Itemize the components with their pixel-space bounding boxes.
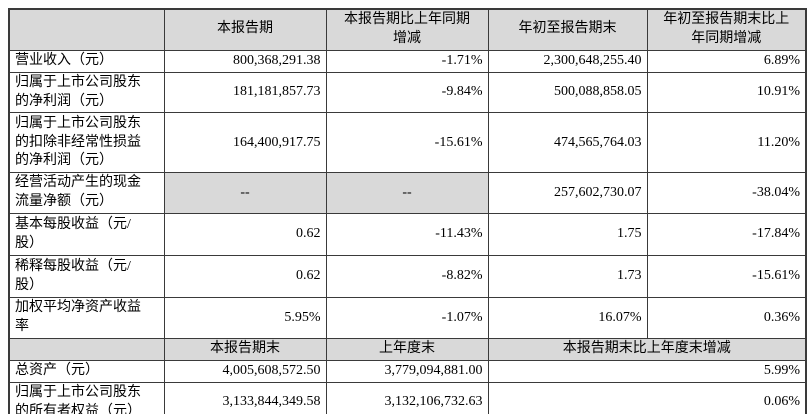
financial-summary-table: 本报告期 本报告期比上年同期 增减 年初至报告期末 年初至报告期末比上 年同期增… <box>8 8 807 414</box>
cell-prev-year-end: 3,779,094,881.00 <box>325 359 489 383</box>
row-label: 归属于上市公司股东 的所有者权益（元） <box>8 381 165 414</box>
cell-ytd: 1.73 <box>487 255 648 299</box>
row-label: 加权平均净资产收益 率 <box>8 297 165 340</box>
cell-yoy-na: -- <box>325 172 489 215</box>
table-row-owners-equity: 归属于上市公司股东 的所有者权益（元） 3,133,844,349.58 3,1… <box>8 381 807 414</box>
table-row-diluted-eps: 稀释每股收益（元/ 股） 0.62 -8.82% 1.73 -15.61% <box>8 255 807 299</box>
row-label: 营业收入（元） <box>8 49 165 73</box>
cell-current: 0.62 <box>163 255 327 299</box>
cell-prev-year-end: 3,132,106,732.63 <box>325 381 489 414</box>
cell-current: 164,400,917.75 <box>163 112 327 174</box>
header-current-period-yoy: 本报告期比上年同期 增减 <box>325 8 489 51</box>
cell-ytd: 500,088,858.05 <box>487 71 648 114</box>
table-row-operating-cash-flow: 经营活动产生的现金 流量净额（元） -- -- 257,602,730.07 -… <box>8 172 807 215</box>
table-row-total-assets: 总资产（元） 4,005,608,572.50 3,779,094,881.00… <box>8 359 807 383</box>
cell-current: 0.62 <box>163 213 327 257</box>
cell-current: 800,368,291.38 <box>163 49 327 73</box>
header-blank-cell <box>8 8 165 51</box>
cell-yoy: -8.82% <box>325 255 489 299</box>
row-label: 基本每股收益（元/ 股） <box>8 213 165 257</box>
cell-ytd-yoy: -38.04% <box>646 172 807 215</box>
cell-ytd-yoy: 6.89% <box>646 49 807 73</box>
row-label: 稀释每股收益（元/ 股） <box>8 255 165 299</box>
row-label: 经营活动产生的现金 流量净额（元） <box>8 172 165 215</box>
row-label: 归属于上市公司股东 的净利润（元） <box>8 71 165 114</box>
table-row-operating-revenue: 营业收入（元） 800,368,291.38 -1.71% 2,300,648,… <box>8 49 807 73</box>
header2-prev-year-end: 上年度末 <box>325 338 489 361</box>
table-header-row-1: 本报告期 本报告期比上年同期 增减 年初至报告期末 年初至报告期末比上 年同期增… <box>8 8 807 51</box>
header2-period-end-change: 本报告期末比上年度末增减 <box>487 338 807 361</box>
cell-ytd-yoy: 0.36% <box>646 297 807 340</box>
cell-current-na: -- <box>163 172 327 215</box>
cell-yoy: -11.43% <box>325 213 489 257</box>
header-current-period: 本报告期 <box>163 8 327 51</box>
header-ytd-yoy: 年初至报告期末比上 年同期增减 <box>646 8 807 51</box>
cell-ytd-yoy: 11.20% <box>646 112 807 174</box>
cell-ytd: 2,300,648,255.40 <box>487 49 648 73</box>
cell-ytd-yoy: -17.84% <box>646 213 807 257</box>
cell-ytd: 474,565,764.03 <box>487 112 648 174</box>
table-header-row-2: 本报告期末 上年度末 本报告期末比上年度末增减 <box>8 338 807 361</box>
cell-period-end: 4,005,608,572.50 <box>163 359 327 383</box>
cell-change: 0.06% <box>487 381 807 414</box>
table-row-net-profit-excl-nonrecurring: 归属于上市公司股东 的扣除非经常性损益 的净利润（元） 164,400,917.… <box>8 112 807 174</box>
cell-period-end: 3,133,844,349.58 <box>163 381 327 414</box>
row-label: 总资产（元） <box>8 359 165 383</box>
header2-period-end: 本报告期末 <box>163 338 327 361</box>
cell-yoy: -1.71% <box>325 49 489 73</box>
row-label: 归属于上市公司股东 的扣除非经常性损益 的净利润（元） <box>8 112 165 174</box>
cell-current: 181,181,857.73 <box>163 71 327 114</box>
cell-ytd: 257,602,730.07 <box>487 172 648 215</box>
cell-ytd-yoy: -15.61% <box>646 255 807 299</box>
cell-yoy: -1.07% <box>325 297 489 340</box>
table-row-weighted-avg-roe: 加权平均净资产收益 率 5.95% -1.07% 16.07% 0.36% <box>8 297 807 340</box>
cell-yoy: -9.84% <box>325 71 489 114</box>
table-row-net-profit: 归属于上市公司股东 的净利润（元） 181,181,857.73 -9.84% … <box>8 71 807 114</box>
table-row-basic-eps: 基本每股收益（元/ 股） 0.62 -11.43% 1.75 -17.84% <box>8 213 807 257</box>
cell-yoy: -15.61% <box>325 112 489 174</box>
cell-ytd: 16.07% <box>487 297 648 340</box>
cell-change: 5.99% <box>487 359 807 383</box>
cell-ytd-yoy: 10.91% <box>646 71 807 114</box>
header2-blank-cell <box>8 338 165 361</box>
cell-ytd: 1.75 <box>487 213 648 257</box>
cell-current: 5.95% <box>163 297 327 340</box>
header-ytd: 年初至报告期末 <box>487 8 648 51</box>
